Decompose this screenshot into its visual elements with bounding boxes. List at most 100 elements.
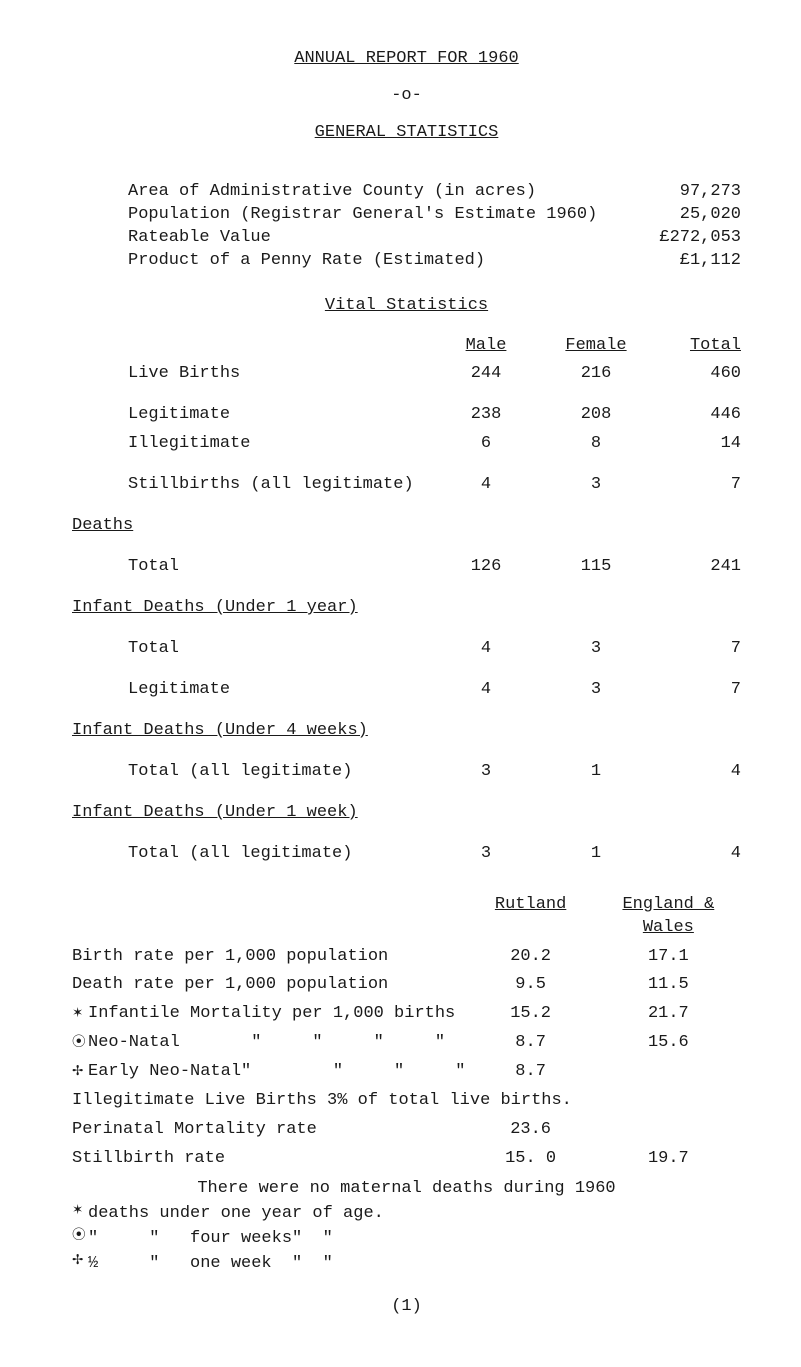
cell: 11.5 bbox=[596, 971, 741, 1000]
cell: 7 bbox=[651, 471, 741, 500]
table-row: Legitimate 238 208 446 bbox=[72, 401, 741, 430]
row-label: Infantile Mortality per 1,000 births bbox=[88, 1003, 455, 1026]
row-label: Illegitimate Live Births 3% of total liv… bbox=[72, 1087, 741, 1116]
row-label: Stillbirths (all legitimate) bbox=[72, 471, 431, 500]
cell: 3 bbox=[541, 635, 651, 664]
cell: 3 bbox=[431, 758, 541, 787]
cell: 244 bbox=[431, 360, 541, 389]
note-symbol: ✶ bbox=[72, 1203, 84, 1226]
cell: 3 bbox=[541, 471, 651, 500]
row-label: Total bbox=[72, 635, 431, 664]
deaths-heading: Deaths bbox=[72, 516, 133, 535]
row-label: Illegitimate bbox=[72, 430, 431, 459]
cell: 115 bbox=[541, 553, 651, 582]
cell: 7 bbox=[651, 635, 741, 664]
cell: 19.7 bbox=[596, 1145, 741, 1174]
cell: 23.6 bbox=[465, 1116, 595, 1145]
vital-heading: Vital Statistics bbox=[325, 296, 488, 315]
table-row: ⦿Neo-Natal " " " " 8.7 15.6 bbox=[72, 1029, 741, 1058]
inf1w-heading: Infant Deaths (Under 1 week) bbox=[72, 803, 358, 822]
col-female: Female bbox=[565, 336, 626, 355]
cell: 208 bbox=[541, 401, 651, 430]
vital-table: Male Female Total Live Births 244 216 46… bbox=[72, 332, 741, 869]
maternal-note: There were no maternal deaths during 196… bbox=[72, 1178, 741, 1201]
summary-label: Rateable Value bbox=[128, 227, 621, 250]
table-row: Total (all legitimate) 3 1 4 bbox=[72, 758, 741, 787]
cell: 8.7 bbox=[465, 1058, 595, 1087]
table-header-row: Male Female Total bbox=[72, 332, 741, 361]
table-row: Total 126 115 241 bbox=[72, 553, 741, 582]
row-label: Death rate per 1,000 population bbox=[72, 971, 465, 1000]
table-row: Total 4 3 7 bbox=[72, 635, 741, 664]
cell: 238 bbox=[431, 401, 541, 430]
col-total: Total bbox=[690, 336, 741, 355]
cell: 8 bbox=[541, 430, 651, 459]
summary-value: £272,053 bbox=[621, 227, 741, 250]
table-row: ✶Infantile Mortality per 1,000 births 15… bbox=[72, 1000, 741, 1029]
cell: 4 bbox=[431, 676, 541, 705]
table-row: Live Births 244 216 460 bbox=[72, 360, 741, 389]
note-symbol: ✶ bbox=[72, 1006, 84, 1024]
col-rutland: Rutland bbox=[495, 895, 566, 914]
summary-value: 25,020 bbox=[621, 204, 741, 227]
note-text: deaths under one year of age. bbox=[88, 1203, 384, 1226]
note-symbol: ⦿ bbox=[72, 1035, 84, 1053]
cell: 4 bbox=[651, 758, 741, 787]
page-number: (1) bbox=[72, 1296, 741, 1319]
cell: 15.6 bbox=[596, 1029, 741, 1058]
cell: 3 bbox=[541, 676, 651, 705]
cell: 4 bbox=[431, 635, 541, 664]
row-label: Perinatal Mortality rate bbox=[72, 1116, 465, 1145]
col-england-wales: England & Wales bbox=[622, 895, 714, 937]
row-label: Neo-Natal " " " " bbox=[88, 1032, 445, 1055]
cell: 1 bbox=[541, 840, 651, 869]
note-symbol: ⦿ bbox=[72, 1228, 84, 1251]
cell: 6 bbox=[431, 430, 541, 459]
cell: 17.1 bbox=[596, 943, 741, 972]
table-row: Birth rate per 1,000 population 20.2 17.… bbox=[72, 943, 741, 972]
cell: 15. 0 bbox=[465, 1145, 595, 1174]
row-label: Early Neo-Natal" " " " bbox=[88, 1061, 465, 1084]
summary-label: Population (Registrar General's Estimate… bbox=[128, 204, 621, 227]
header-block: ANNUAL REPORT FOR 1960 -o- GENERAL STATI… bbox=[72, 48, 741, 145]
row-label: Birth rate per 1,000 population bbox=[72, 943, 465, 972]
summary-value: £1,112 bbox=[621, 250, 741, 273]
cell: 216 bbox=[541, 360, 651, 389]
note-symbol: ✢ bbox=[72, 1253, 84, 1276]
cell: 241 bbox=[651, 553, 741, 582]
col-male: Male bbox=[466, 336, 507, 355]
cell: 460 bbox=[651, 360, 741, 389]
table-row: Stillbirths (all legitimate) 4 3 7 bbox=[72, 471, 741, 500]
table-row: ✢Early Neo-Natal" " " " 8.7 bbox=[72, 1058, 741, 1087]
summary-label: Product of a Penny Rate (Estimated) bbox=[128, 250, 621, 273]
footnotes: ✶deaths under one year of age. ⦿" " four… bbox=[72, 1203, 741, 1276]
cell: 7 bbox=[651, 676, 741, 705]
cell: 3 bbox=[431, 840, 541, 869]
cell: 126 bbox=[431, 553, 541, 582]
header-subtitle: GENERAL STATISTICS bbox=[315, 123, 499, 142]
cell: 446 bbox=[651, 401, 741, 430]
inf4w-heading: Infant Deaths (Under 4 weeks) bbox=[72, 721, 368, 740]
cell: 1 bbox=[541, 758, 651, 787]
cell: 15.2 bbox=[465, 1000, 595, 1029]
cell: 4 bbox=[431, 471, 541, 500]
table-row: Total (all legitimate) 3 1 4 bbox=[72, 840, 741, 869]
cell: 4 bbox=[651, 840, 741, 869]
row-label: Legitimate bbox=[72, 676, 431, 705]
header-sep: -o- bbox=[72, 85, 741, 108]
cell: 21.7 bbox=[596, 1000, 741, 1029]
inf1-heading: Infant Deaths (Under 1 year) bbox=[72, 598, 358, 617]
row-label: Total (all legitimate) bbox=[72, 758, 431, 787]
table-row: Legitimate 4 3 7 bbox=[72, 676, 741, 705]
summary-label: Area of Administrative County (in acres) bbox=[128, 181, 621, 204]
table-row: Illegitimate Live Births 3% of total liv… bbox=[72, 1087, 741, 1116]
cell: 20.2 bbox=[465, 943, 595, 972]
row-label: Total (all legitimate) bbox=[72, 840, 431, 869]
table-row: Death rate per 1,000 population 9.5 11.5 bbox=[72, 971, 741, 1000]
note-symbol: ✢ bbox=[72, 1064, 84, 1082]
note-text: ½ " one week " " bbox=[88, 1253, 333, 1276]
table-row: Illegitimate 6 8 14 bbox=[72, 430, 741, 459]
note-text: " " four weeks" " bbox=[88, 1228, 333, 1251]
table-row: Stillbirth rate 15. 0 19.7 bbox=[72, 1145, 741, 1174]
cell: 9.5 bbox=[465, 971, 595, 1000]
